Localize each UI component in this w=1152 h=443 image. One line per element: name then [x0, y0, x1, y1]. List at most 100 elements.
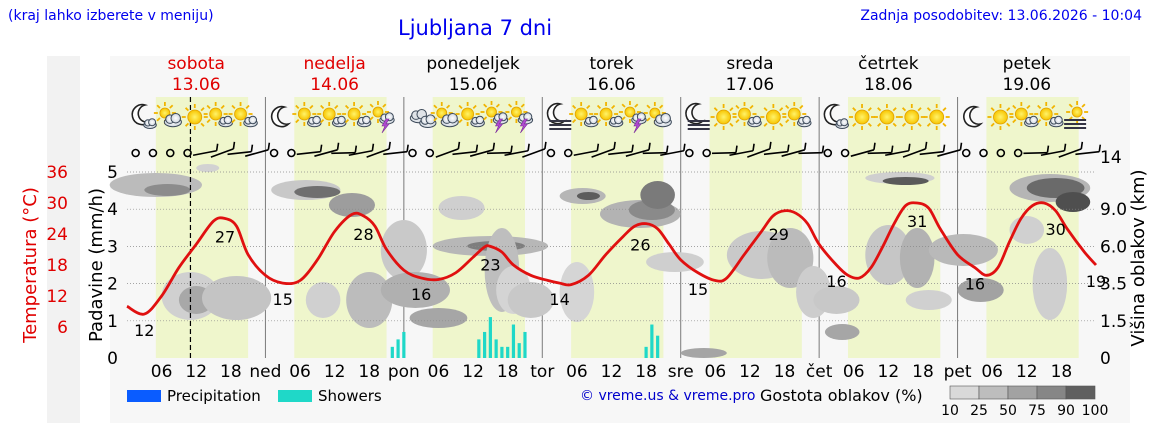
wind-barb-icon	[1040, 143, 1067, 157]
temperature-tick-label: 6	[57, 318, 68, 338]
wind-calm-icon	[961, 148, 971, 158]
wind-calm-icon	[702, 148, 711, 158]
cloud-density-area	[824, 324, 860, 340]
x-tick-label: 06	[981, 362, 1003, 382]
wind-barb-icon	[660, 143, 686, 157]
wind-barb-icon	[867, 145, 894, 155]
sun-icon	[898, 104, 925, 130]
day-date: 16.06	[587, 75, 636, 95]
day-name: ponedeljek	[426, 54, 520, 74]
day-date: 19.06	[1002, 75, 1051, 95]
cloudy-icon	[409, 108, 437, 128]
cloud-density-area	[196, 164, 220, 172]
thunderstorm-icon	[480, 101, 509, 134]
thunderstorm-icon	[505, 101, 534, 134]
cloud-density-area	[346, 272, 393, 328]
wind-barb-icon	[608, 144, 634, 156]
cloud-density-area	[305, 282, 341, 318]
wind-calm-icon	[425, 148, 435, 158]
temperature-value-label: 26	[630, 235, 650, 254]
cloud-coverage-label: Gostota oblakov (%)	[760, 386, 923, 405]
precip-tick-label: 0	[107, 349, 118, 369]
cloud-density-area	[294, 186, 341, 198]
x-day-abbr: pet	[944, 362, 972, 382]
x-tick-label: 18	[220, 362, 242, 382]
wind-barb-icon	[919, 144, 946, 156]
sun-cloud-icon	[782, 102, 812, 128]
x-day-abbr: tor	[530, 362, 554, 382]
wind-barb-icon	[244, 142, 271, 157]
coverage-tick-label: 100	[1082, 403, 1109, 419]
cloud-density-area	[201, 276, 272, 320]
temperature-tick-label: 36	[46, 163, 68, 183]
sun-cloud-icon	[455, 102, 485, 128]
wind-calm-icon	[996, 148, 1006, 158]
wind-calm-icon	[979, 148, 988, 158]
wind-barb-icon	[331, 145, 358, 155]
x-tick-label: 18	[635, 362, 657, 382]
left-margin-band	[47, 56, 80, 423]
wind-barb-icon	[850, 142, 876, 157]
wind-barb-icon	[314, 142, 340, 157]
moon-icon	[270, 105, 292, 128]
showers-bar	[650, 324, 654, 358]
sun-icon	[923, 104, 950, 130]
temperature-tick-label: 24	[46, 225, 68, 245]
temperature-value-label: 15	[273, 290, 293, 309]
sun-cloud-icon	[228, 102, 258, 128]
wind-calm-icon	[287, 148, 296, 158]
wind-barb-icon	[504, 143, 530, 157]
temperature-line	[126, 201, 1098, 316]
x-tick-label: 06	[705, 362, 727, 382]
sun-cloud-icon	[203, 102, 233, 128]
sun-icon	[710, 104, 737, 130]
sun-cloud-icon	[292, 102, 322, 128]
wind-barb-icon	[625, 142, 651, 157]
thunderstorm-icon	[366, 101, 395, 134]
temperature-tick-label: 18	[46, 256, 68, 276]
precip-tick-label: 4	[107, 200, 118, 220]
precip-axis-label: Padavine (mm/h)	[86, 188, 107, 342]
temperature-value-label: 27	[215, 228, 235, 247]
moon-cloud-icon	[823, 103, 849, 129]
wind-barb-icon	[452, 144, 479, 156]
precip-tick-label: 1	[107, 312, 118, 332]
wind-barb-icon	[1058, 141, 1084, 158]
showers-bar	[517, 343, 521, 358]
showers-bar	[483, 331, 487, 358]
day-name: sobota	[167, 54, 225, 74]
cloud-height-tick-label: 9.0	[1100, 200, 1127, 220]
location-hint[interactable]: (kraj lahko izberete v meniju)	[8, 8, 214, 24]
sun-cloud-icon	[342, 102, 372, 128]
partly-cloudy-icon	[643, 102, 672, 128]
wind-barb-icon	[747, 141, 772, 158]
x-tick-label: 12	[324, 362, 346, 382]
cloud-density-area	[576, 192, 600, 200]
thunderstorm-icon	[618, 101, 647, 134]
x-tick-label: 06	[428, 362, 450, 382]
coverage-scale-swatch	[1065, 385, 1096, 400]
precip-tick-label: 3	[107, 237, 118, 257]
wind-calm-icon	[148, 148, 158, 158]
showers-bar	[506, 346, 510, 358]
credit-link[interactable]: © vreme.us & vreme.pro	[580, 388, 756, 404]
daylight-band	[709, 97, 802, 358]
wind-barb-icon	[711, 145, 738, 155]
sun-icon	[873, 104, 900, 130]
cloud-density-area	[899, 228, 935, 288]
cloud-density-area	[905, 290, 952, 310]
fog-icon	[1064, 101, 1089, 129]
showers-bar	[494, 339, 498, 358]
showers-bar	[523, 331, 527, 358]
cloud-density-area	[928, 234, 998, 266]
wind-barb-icon	[937, 142, 963, 157]
wind-barb-icon	[469, 142, 496, 157]
wind-barb-icon	[885, 143, 911, 157]
day-name: sreda	[726, 54, 773, 74]
temperature-tick-label: 12	[46, 287, 68, 307]
cloud-height-axis-label: Višina oblakov (km)	[1128, 169, 1149, 346]
cloud-density-area	[507, 282, 554, 318]
x-tick-label: 18	[912, 362, 934, 382]
wind-barb-icon	[642, 145, 669, 155]
